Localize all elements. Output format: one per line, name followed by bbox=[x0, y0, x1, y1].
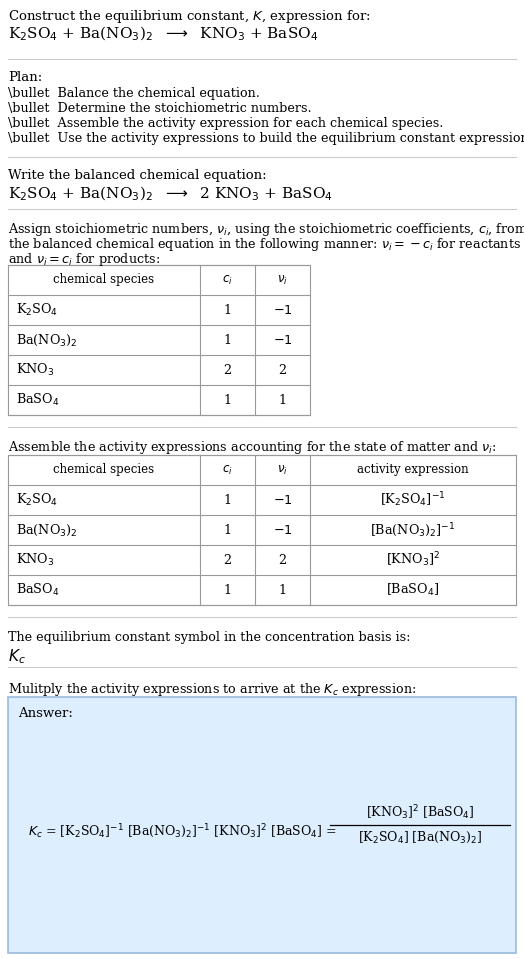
Text: \bullet  Balance the chemical equation.: \bullet Balance the chemical equation. bbox=[8, 87, 260, 100]
Text: Assign stoichiometric numbers, $\nu_i$, using the stoichiometric coefficients, $: Assign stoichiometric numbers, $\nu_i$, … bbox=[8, 221, 524, 238]
Text: The equilibrium constant symbol in the concentration basis is:: The equilibrium constant symbol in the c… bbox=[8, 631, 410, 644]
Text: $-1$: $-1$ bbox=[272, 334, 292, 346]
Text: 1: 1 bbox=[224, 334, 232, 346]
Text: $-1$: $-1$ bbox=[272, 303, 292, 316]
Text: K$_2$SO$_4$ + Ba(NO$_3$)$_2$  $\longrightarrow$  2 KNO$_3$ + BaSO$_4$: K$_2$SO$_4$ + Ba(NO$_3$)$_2$ $\longright… bbox=[8, 185, 333, 203]
Text: BaSO$_4$: BaSO$_4$ bbox=[16, 392, 59, 408]
Text: chemical species: chemical species bbox=[53, 463, 155, 477]
Text: Construct the equilibrium constant, $K$, expression for:: Construct the equilibrium constant, $K$,… bbox=[8, 8, 370, 25]
Text: 1: 1 bbox=[278, 393, 287, 407]
Text: [K$_2$SO$_4$]$^{-1}$: [K$_2$SO$_4$]$^{-1}$ bbox=[380, 491, 446, 509]
Text: Assemble the activity expressions accounting for the state of matter and $\nu_i$: Assemble the activity expressions accoun… bbox=[8, 439, 497, 456]
Text: Plan:: Plan: bbox=[8, 71, 42, 84]
Bar bbox=[8, 455, 516, 605]
Text: \bullet  Determine the stoichiometric numbers.: \bullet Determine the stoichiometric num… bbox=[8, 102, 312, 115]
Text: and $\nu_i = c_i$ for products:: and $\nu_i = c_i$ for products: bbox=[8, 251, 160, 268]
Text: chemical species: chemical species bbox=[53, 273, 155, 287]
Text: $-1$: $-1$ bbox=[272, 524, 292, 536]
Text: \bullet  Use the activity expressions to build the equilibrium constant expressi: \bullet Use the activity expressions to … bbox=[8, 132, 524, 145]
Text: 2: 2 bbox=[223, 363, 232, 377]
Text: KNO$_3$: KNO$_3$ bbox=[16, 362, 54, 378]
Text: 1: 1 bbox=[224, 583, 232, 596]
Text: 1: 1 bbox=[224, 393, 232, 407]
Text: [KNO$_3$]$^2$ [BaSO$_4$]: [KNO$_3$]$^2$ [BaSO$_4$] bbox=[366, 804, 474, 823]
Text: Mulitply the activity expressions to arrive at the $K_c$ expression:: Mulitply the activity expressions to arr… bbox=[8, 681, 416, 698]
Text: the balanced chemical equation in the following manner: $\nu_i = -c_i$ for react: the balanced chemical equation in the fo… bbox=[8, 236, 521, 253]
Text: 1: 1 bbox=[224, 524, 232, 536]
Text: K$_2$SO$_4$: K$_2$SO$_4$ bbox=[16, 492, 58, 508]
Text: 2: 2 bbox=[278, 553, 287, 567]
Text: 1: 1 bbox=[278, 583, 287, 596]
Text: Ba(NO$_3$)$_2$: Ba(NO$_3$)$_2$ bbox=[16, 333, 78, 347]
Text: [BaSO$_4$]: [BaSO$_4$] bbox=[386, 582, 440, 598]
Text: KNO$_3$: KNO$_3$ bbox=[16, 552, 54, 568]
Text: $-1$: $-1$ bbox=[272, 494, 292, 506]
Text: $c_i$: $c_i$ bbox=[222, 273, 233, 287]
Bar bbox=[8, 265, 310, 415]
Text: activity expression: activity expression bbox=[357, 463, 469, 477]
Text: 2: 2 bbox=[223, 553, 232, 567]
Text: $\nu_i$: $\nu_i$ bbox=[277, 463, 288, 477]
Text: Answer:: Answer: bbox=[18, 707, 73, 720]
Text: $K_c$: $K_c$ bbox=[8, 647, 26, 666]
Text: BaSO$_4$: BaSO$_4$ bbox=[16, 582, 59, 598]
Text: \bullet  Assemble the activity expression for each chemical species.: \bullet Assemble the activity expression… bbox=[8, 117, 443, 130]
Text: $c_i$: $c_i$ bbox=[222, 463, 233, 477]
Text: Write the balanced chemical equation:: Write the balanced chemical equation: bbox=[8, 169, 267, 182]
Text: Ba(NO$_3$)$_2$: Ba(NO$_3$)$_2$ bbox=[16, 523, 78, 538]
Bar bbox=[8, 697, 516, 953]
Text: [KNO$_3$]$^2$: [KNO$_3$]$^2$ bbox=[386, 550, 440, 570]
Text: [Ba(NO$_3$)$_2$]$^{-1}$: [Ba(NO$_3$)$_2$]$^{-1}$ bbox=[370, 521, 456, 539]
Text: 2: 2 bbox=[278, 363, 287, 377]
Text: 1: 1 bbox=[224, 303, 232, 316]
Text: 1: 1 bbox=[224, 494, 232, 506]
Text: $K_c$ = [K$_2$SO$_4$]$^{-1}$ [Ba(NO$_3$)$_2$]$^{-1}$ [KNO$_3$]$^2$ [BaSO$_4$] =: $K_c$ = [K$_2$SO$_4$]$^{-1}$ [Ba(NO$_3$)… bbox=[28, 822, 336, 840]
Text: $\nu_i$: $\nu_i$ bbox=[277, 273, 288, 287]
Text: [K$_2$SO$_4$] [Ba(NO$_3$)$_2$]: [K$_2$SO$_4$] [Ba(NO$_3$)$_2$] bbox=[358, 830, 482, 845]
Text: K$_2$SO$_4$ + Ba(NO$_3$)$_2$  $\longrightarrow$  KNO$_3$ + BaSO$_4$: K$_2$SO$_4$ + Ba(NO$_3$)$_2$ $\longright… bbox=[8, 25, 318, 43]
Text: K$_2$SO$_4$: K$_2$SO$_4$ bbox=[16, 302, 58, 318]
